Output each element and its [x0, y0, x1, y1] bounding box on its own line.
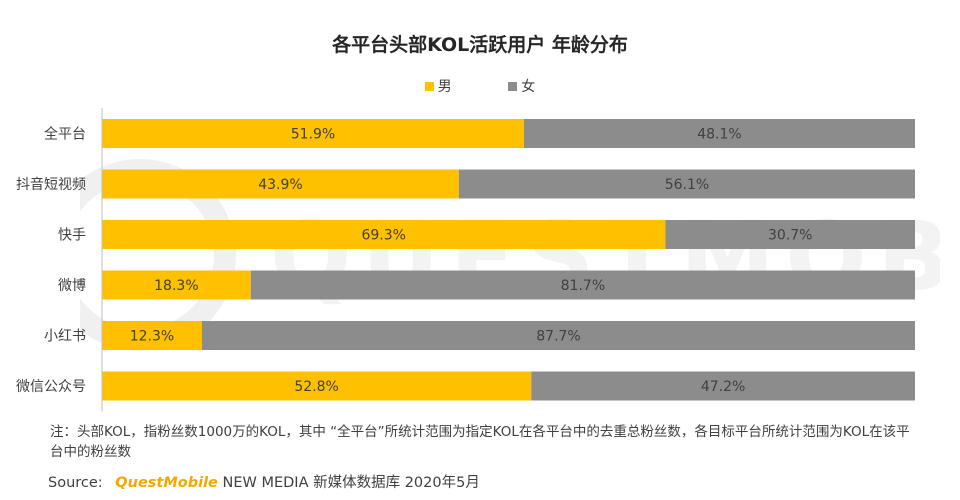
- source-brand: QuestMobile: [115, 475, 218, 491]
- legend-item-female: 女: [508, 76, 535, 96]
- category-label: 微信公众号: [16, 379, 86, 395]
- bar-male: [102, 220, 666, 249]
- source-detail: NEW MEDIA 新媒体数据库 2020年5月: [222, 475, 480, 491]
- data-label: 30.7%: [768, 228, 812, 244]
- bar-female: [458, 169, 915, 199]
- bar-female: [523, 119, 915, 148]
- data-label: 47.2%: [701, 379, 745, 395]
- legend-label-male: 男: [437, 79, 452, 95]
- data-label: 18.3%: [154, 278, 198, 294]
- source-label: Source:: [48, 475, 103, 491]
- data-label: 12.3%: [130, 329, 174, 345]
- legend-item-male: 男: [424, 76, 452, 96]
- category-label: 抖音短视频: [16, 176, 86, 193]
- data-label: 87.7%: [536, 329, 580, 345]
- bar-female: [201, 321, 915, 350]
- bar-male: [102, 169, 459, 199]
- bar-male: [102, 321, 202, 350]
- data-label: 69.3%: [361, 228, 405, 244]
- data-label: 43.9%: [258, 177, 302, 193]
- bar-female: [531, 371, 915, 401]
- legend-swatch-male: [424, 81, 434, 91]
- footnote: 注：头部KOL，指粉丝数1000万的KOL，其中 “全平台”所统计范围为指定KO…: [50, 424, 910, 460]
- chart-title: 各平台头部KOL活跃用户 年龄分布: [332, 34, 628, 56]
- chart-plot: 全平台 51.9% 48.1% 抖音短视频 43.9% 56.1% 快手 69.3% 30.7%…: [16, 108, 916, 412]
- source-line: Source: QuestMobile NEW MEDIA 新媒体数据库 202…: [48, 471, 480, 492]
- bar-female: [665, 220, 915, 249]
- bar-male: [102, 119, 524, 148]
- data-label: 48.1%: [697, 127, 741, 143]
- data-label: 81.7%: [561, 278, 605, 294]
- chart-legend: 男 女: [0, 76, 960, 96]
- bar-male: [102, 371, 532, 401]
- legend-swatch-female: [508, 81, 518, 91]
- data-label: 52.8%: [294, 379, 338, 395]
- bar-female: [250, 270, 916, 300]
- category-label: 小红书: [44, 329, 86, 345]
- data-label: 56.1%: [665, 177, 709, 193]
- category-label: 快手: [58, 228, 86, 244]
- category-label: 微博: [58, 277, 86, 294]
- bar-male: [102, 270, 251, 300]
- data-label: 51.9%: [291, 127, 335, 143]
- legend-label-female: 女: [521, 79, 536, 95]
- category-label: 全平台: [44, 126, 86, 143]
